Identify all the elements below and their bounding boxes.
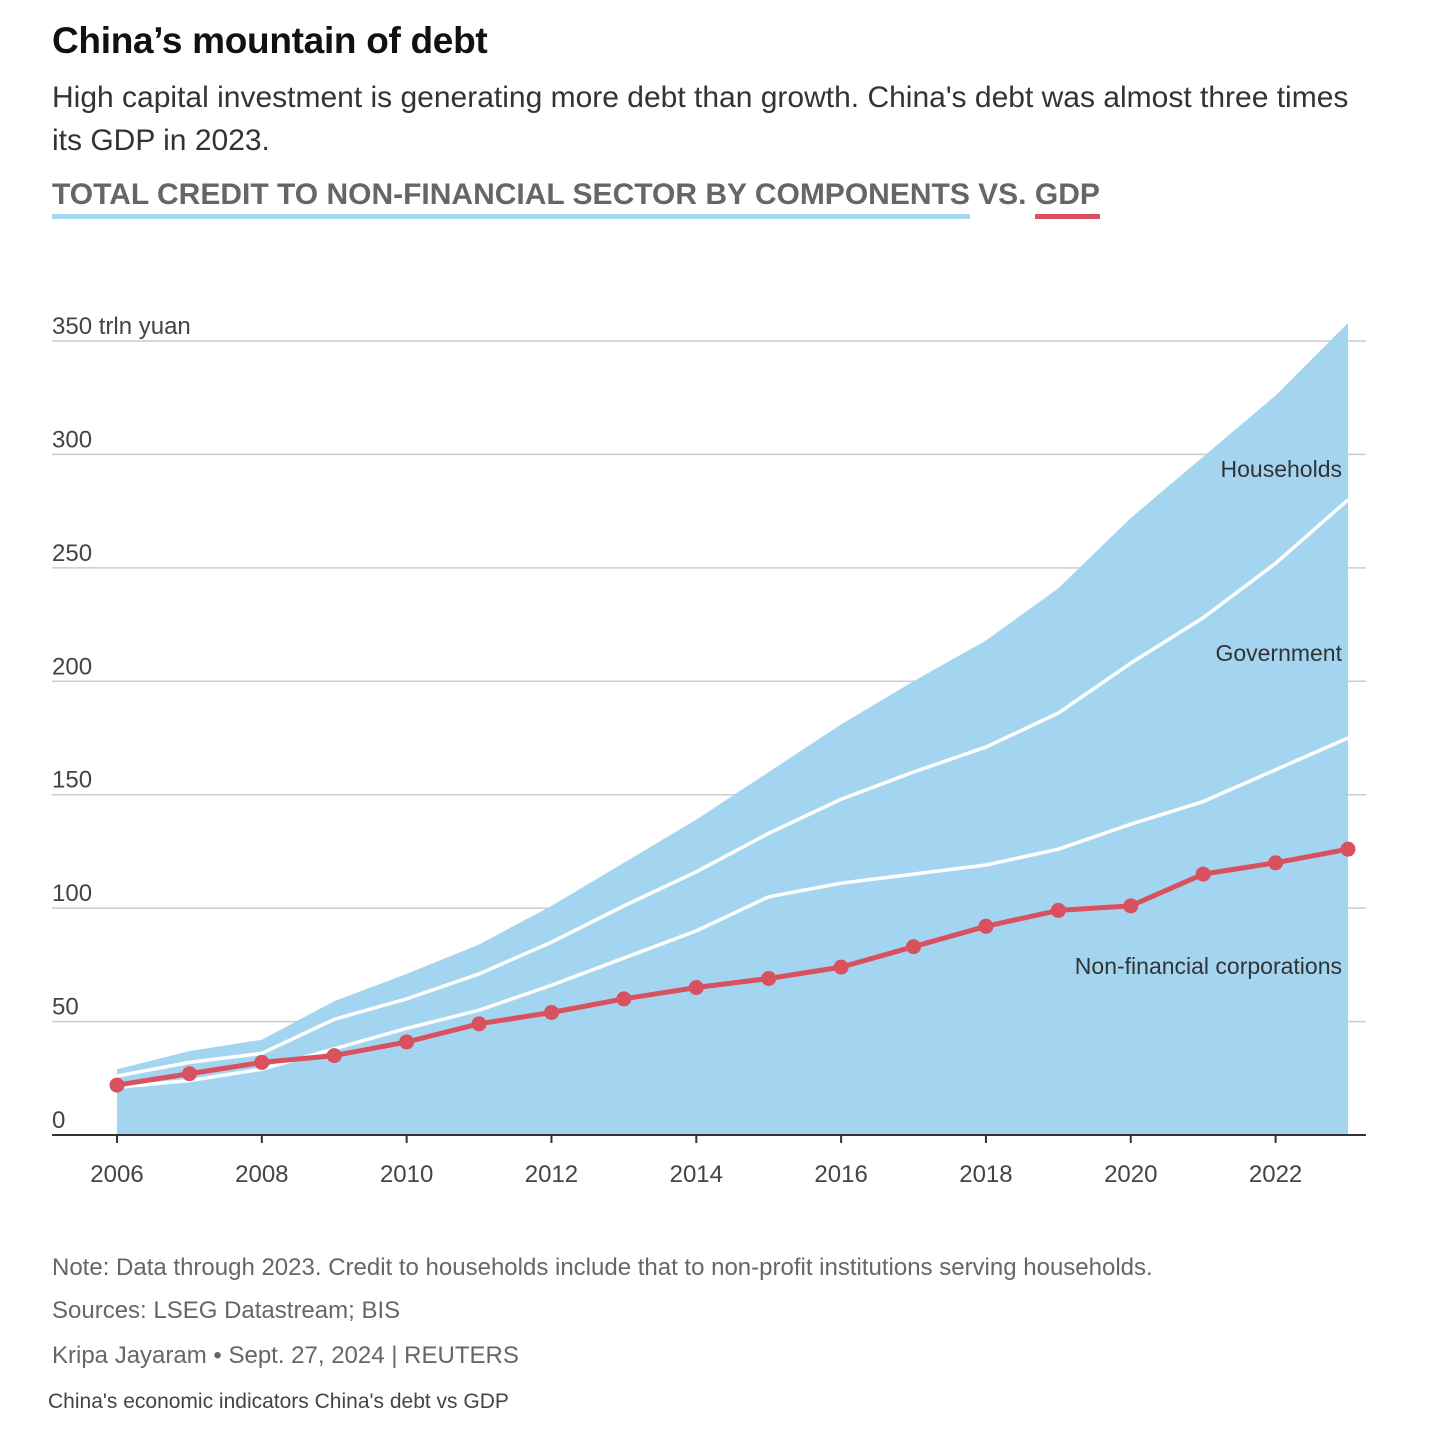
gdp-point bbox=[543, 1004, 559, 1020]
gdp-point bbox=[1340, 841, 1356, 857]
gdp-point bbox=[616, 991, 632, 1007]
y-tick-label: 300 bbox=[52, 426, 92, 453]
heading-vs: VS. bbox=[969, 178, 1035, 211]
y-tick-label: 0 bbox=[52, 1107, 65, 1134]
gdp-point bbox=[1268, 855, 1284, 871]
series-boundary-1 bbox=[116, 498, 1350, 1078]
gdp-point bbox=[761, 970, 777, 986]
chart-subtitle: High capital investment is generating mo… bbox=[52, 81, 1349, 157]
series-boundary-0 bbox=[116, 736, 1349, 1090]
chart-heading: TOTAL CREDIT TO NON-FINANCIAL SECTOR BY … bbox=[52, 178, 1100, 219]
footer-byline: Kripa Jayaram • Sept. 27, 2024 | REUTERS bbox=[52, 1342, 519, 1369]
gdp-point bbox=[326, 1048, 342, 1064]
y-tick-label: 250 bbox=[52, 540, 92, 567]
footer-note: Note: Data through 2023. Credit to house… bbox=[52, 1254, 1153, 1281]
series-label: Non-financial corporations bbox=[1075, 953, 1342, 979]
y-tick-label: 150 bbox=[52, 767, 92, 794]
y-tick-label: 200 bbox=[52, 653, 92, 680]
gdp-point bbox=[906, 939, 922, 955]
x-tick-label: 2014 bbox=[670, 1161, 723, 1188]
gdp-point bbox=[833, 959, 849, 975]
y-tick-label: 350 trln yuan bbox=[52, 313, 191, 340]
x-tick-label: 2018 bbox=[959, 1161, 1012, 1188]
debt-area-chart: 2006 2008 2010 2012 2014 2016 2018 2020 2022 0 50 1… bbox=[52, 313, 1366, 1188]
heading-gdp-part: GDP bbox=[1034, 178, 1100, 219]
gdp-point bbox=[1050, 902, 1066, 918]
series-label: Households bbox=[1221, 456, 1342, 482]
gdp-point bbox=[688, 980, 704, 996]
stacked-area-total bbox=[117, 322, 1348, 1135]
gdp-point bbox=[978, 918, 994, 934]
x-tick-label: 2020 bbox=[1104, 1161, 1157, 1188]
gdp-line bbox=[116, 846, 1349, 1088]
heading-credit-part: TOTAL CREDIT TO NON-FINANCIAL SECTOR BY … bbox=[52, 178, 970, 219]
x-tick-label: 2022 bbox=[1249, 1161, 1302, 1188]
x-tick-label: 2006 bbox=[90, 1161, 143, 1188]
gdp-point bbox=[181, 1066, 197, 1082]
gdp-point bbox=[254, 1054, 270, 1070]
gdp-point bbox=[1195, 866, 1211, 882]
x-tick-label: 2010 bbox=[380, 1161, 433, 1188]
gdp-point bbox=[109, 1077, 125, 1093]
series-label: Government bbox=[1215, 640, 1342, 666]
y-tick-label: 50 bbox=[52, 994, 79, 1021]
gdp-point bbox=[1123, 898, 1139, 914]
image-caption: China's economic indicators China's debt… bbox=[48, 1390, 509, 1413]
gdp-point bbox=[471, 1016, 487, 1032]
y-tick-label: 100 bbox=[52, 880, 92, 907]
x-tick-label: 2012 bbox=[525, 1161, 578, 1188]
x-tick-label: 2008 bbox=[235, 1161, 288, 1188]
x-tick-label: 2016 bbox=[814, 1161, 867, 1188]
gdp-point bbox=[399, 1034, 415, 1050]
footer-sources: Sources: LSEG Datastream; BIS bbox=[52, 1297, 401, 1324]
chart-title: China’s mountain of debt bbox=[52, 20, 488, 61]
